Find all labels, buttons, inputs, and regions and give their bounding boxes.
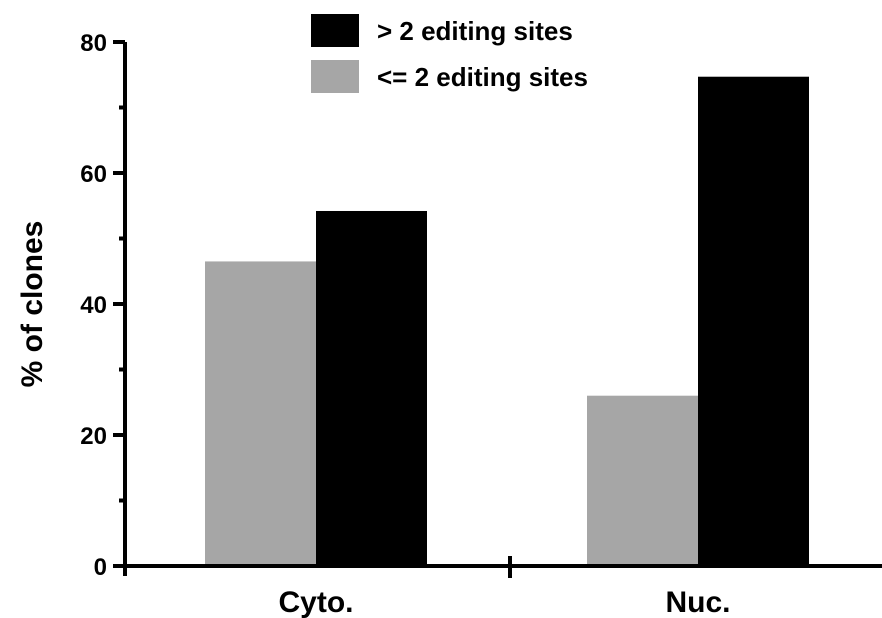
- legend-label: > 2 editing sites: [377, 16, 573, 46]
- y-tick-label: 40: [80, 292, 107, 319]
- bars-layer: [205, 76, 809, 567]
- x-category-label: Nuc.: [665, 586, 730, 618]
- bar-gt2-nuc: [698, 76, 809, 566]
- bar-gt2-cyto: [316, 210, 427, 567]
- bar-le2-cyto: [205, 261, 316, 566]
- bar-le2-nuc: [587, 395, 698, 566]
- y-tick-label: 20: [80, 423, 107, 450]
- y-axis-title: % of clones: [16, 221, 49, 388]
- ticks-layer: 0 20 40 60 80 Cyto. Nuc.: [80, 30, 730, 618]
- x-category-label: Cyto.: [279, 586, 354, 618]
- axes-layer: [123, 42, 882, 576]
- y-tick-label: 0: [94, 554, 107, 581]
- legend: > 2 editing sites <= 2 editing sites: [311, 14, 588, 93]
- y-tick-label: 60: [80, 161, 107, 188]
- y-tick-label: 80: [80, 30, 107, 57]
- legend-swatch: [311, 14, 359, 47]
- legend-label: <= 2 editing sites: [377, 62, 588, 92]
- legend-swatch: [311, 60, 359, 93]
